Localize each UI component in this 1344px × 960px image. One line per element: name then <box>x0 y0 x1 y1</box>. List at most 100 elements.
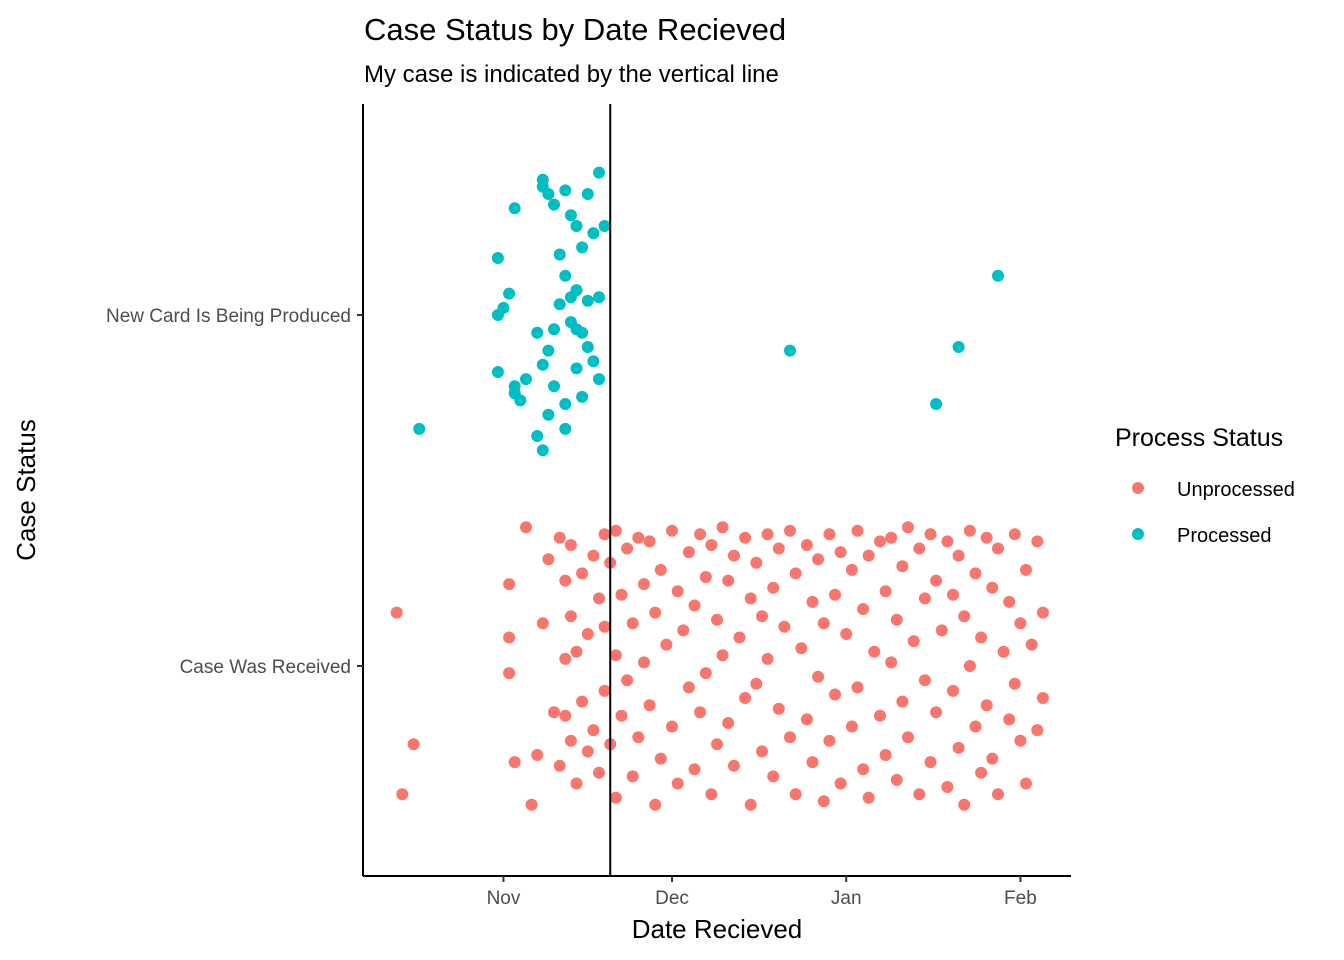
point-unprocessed <box>829 688 841 701</box>
point-processed <box>587 227 600 240</box>
point-unprocessed <box>868 645 881 658</box>
point-processed <box>503 287 516 300</box>
point-unprocessed <box>699 667 712 680</box>
point-unprocessed <box>598 620 611 633</box>
point-unprocessed <box>941 535 954 548</box>
point-processed <box>520 373 532 386</box>
point-unprocessed <box>536 617 549 630</box>
point-unprocessed <box>688 763 701 776</box>
point-unprocessed <box>542 553 555 566</box>
point-unprocessed <box>890 773 903 786</box>
point-unprocessed <box>598 528 611 541</box>
point-unprocessed <box>682 681 695 694</box>
point-processed <box>593 166 605 179</box>
point-processed <box>491 252 504 264</box>
point-unprocessed <box>609 791 622 804</box>
point-unprocessed <box>744 798 757 811</box>
x-tick-label: Feb <box>1004 888 1037 909</box>
point-processed <box>531 430 544 442</box>
point-unprocessed <box>609 524 622 537</box>
point-unprocessed <box>598 684 611 697</box>
point-unprocessed <box>761 652 774 665</box>
x-tick-label: Nov <box>487 888 521 909</box>
point-unprocessed <box>874 709 886 722</box>
point-unprocessed <box>671 585 684 598</box>
point-unprocessed <box>654 563 667 576</box>
point-unprocessed <box>722 574 735 587</box>
point-unprocessed <box>559 709 572 722</box>
point-unprocessed <box>879 585 892 598</box>
chart-subtitle: My case is indicated by the vertical lin… <box>364 61 779 88</box>
point-processed <box>576 241 589 254</box>
point-unprocessed <box>992 788 1004 801</box>
point-processed <box>508 380 521 393</box>
point-processed <box>564 209 577 222</box>
point-unprocessed <box>806 595 819 608</box>
point-unprocessed <box>587 724 600 737</box>
legend-swatch-processed <box>1132 528 1144 540</box>
point-processed <box>514 394 527 407</box>
point-unprocessed <box>503 667 516 680</box>
point-unprocessed <box>834 777 847 790</box>
point-unprocessed <box>1014 734 1027 747</box>
point-processed <box>587 355 600 368</box>
point-unprocessed <box>508 756 521 769</box>
point-unprocessed <box>789 567 802 580</box>
point-unprocessed <box>947 684 959 697</box>
point-unprocessed <box>913 788 926 801</box>
point-processed <box>952 341 965 353</box>
point-unprocessed <box>615 588 628 601</box>
point-unprocessed <box>812 670 825 683</box>
point-unprocessed <box>581 628 594 640</box>
point-unprocessed <box>727 549 740 562</box>
y-axis-title: Case Status <box>11 419 41 561</box>
point-unprocessed <box>907 635 920 648</box>
x-axis-title: Date Recieved <box>632 914 803 944</box>
point-unprocessed <box>834 546 847 559</box>
point-unprocessed <box>1014 617 1027 630</box>
point-unprocessed <box>947 588 959 601</box>
point-unprocessed <box>941 781 954 793</box>
point-unprocessed <box>885 531 898 544</box>
point-processed <box>553 248 566 261</box>
point-unprocessed <box>503 631 516 644</box>
point-unprocessed <box>649 798 662 811</box>
point-processed <box>559 398 572 410</box>
point-unprocessed <box>733 631 746 644</box>
point-unprocessed <box>845 563 858 576</box>
point-unprocessed <box>975 766 988 779</box>
point-unprocessed <box>671 777 684 790</box>
point-unprocessed <box>396 788 409 801</box>
point-unprocessed <box>531 749 544 761</box>
point-unprocessed <box>666 524 678 537</box>
point-unprocessed <box>553 531 566 544</box>
point-unprocessed <box>750 556 763 569</box>
point-unprocessed <box>840 628 853 640</box>
point-unprocessed <box>677 624 690 637</box>
point-unprocessed <box>896 695 909 708</box>
point-processed <box>548 380 560 393</box>
point-unprocessed <box>570 777 583 790</box>
point-unprocessed <box>1031 724 1044 737</box>
point-unprocessed <box>952 741 965 754</box>
point-processed <box>992 269 1004 282</box>
point-processed <box>784 344 796 357</box>
point-unprocessed <box>823 528 836 541</box>
point-unprocessed <box>593 592 605 605</box>
point-unprocessed <box>727 759 740 772</box>
point-unprocessed <box>980 531 993 544</box>
chart-title: Case Status by Date Recieved <box>364 12 786 47</box>
point-unprocessed <box>1003 595 1016 608</box>
point-unprocessed <box>851 681 864 694</box>
point-unprocessed <box>576 695 589 708</box>
point-unprocessed <box>643 535 656 548</box>
point-unprocessed <box>930 574 943 587</box>
point-unprocessed <box>845 720 858 733</box>
point-unprocessed <box>806 756 819 769</box>
point-unprocessed <box>576 567 589 580</box>
point-unprocessed <box>621 542 634 555</box>
point-unprocessed <box>632 731 645 744</box>
point-unprocessed <box>795 642 808 655</box>
point-unprocessed <box>407 738 420 751</box>
point-processed <box>581 294 594 307</box>
